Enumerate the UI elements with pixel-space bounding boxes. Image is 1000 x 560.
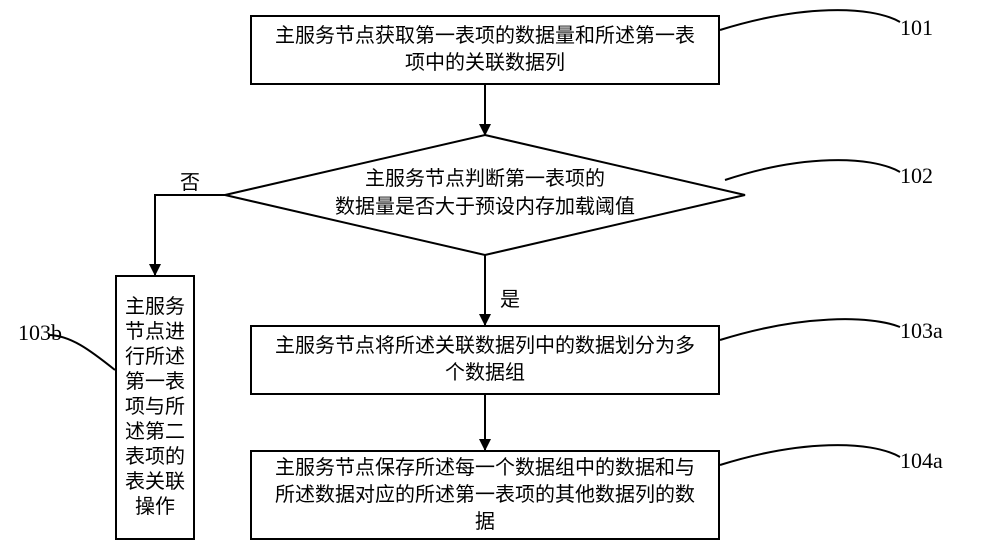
edge-label-yes: 是 [500,283,520,312]
ref-103b: 103b [18,320,62,346]
ref-102: 102 [900,163,933,189]
ref-101: 101 [900,15,933,41]
edge-label-no: 否 [180,166,200,195]
flowchart-canvas: 主服务节点获取第一表项的数据量和所述第一表项中的关联数据列 主服务节点判断第一表… [0,0,1000,560]
connectors [0,0,1000,560]
ref-104a: 104a [900,448,943,474]
ref-103a: 103a [900,318,943,344]
